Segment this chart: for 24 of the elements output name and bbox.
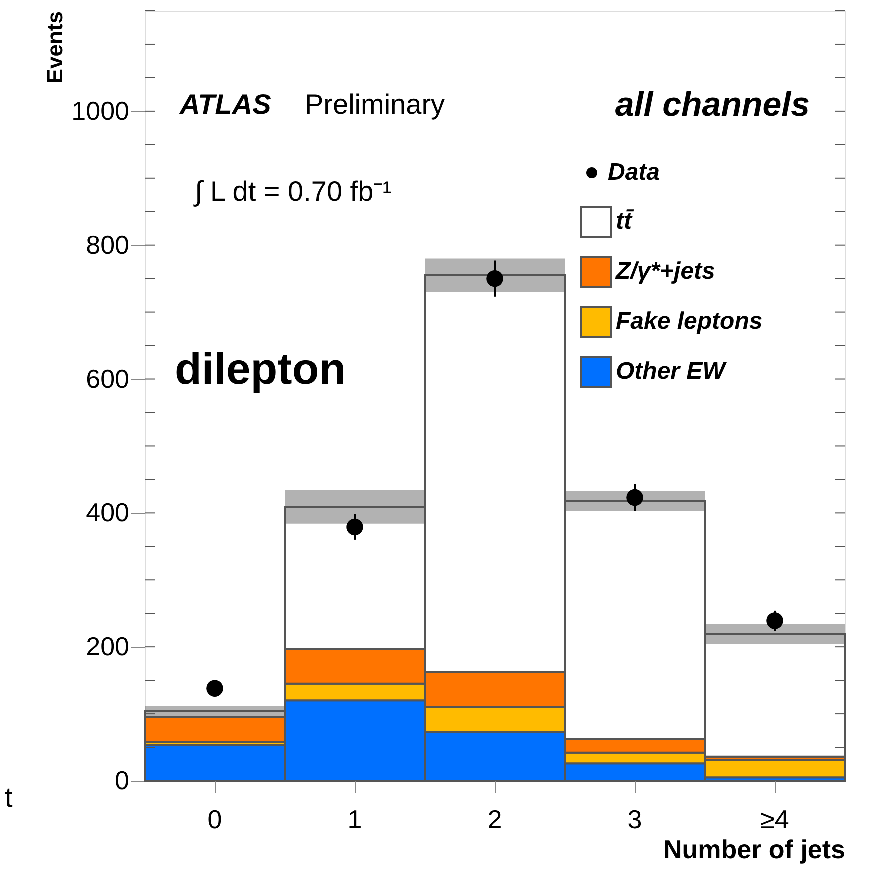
annotation: dilepton: [175, 345, 346, 394]
legend-label: Data: [608, 159, 660, 186]
x-tick-label: 3: [628, 804, 642, 834]
legend-label: Fake leptons: [616, 308, 763, 335]
legend-label: Other EW: [616, 358, 728, 385]
annotation: Preliminary: [305, 89, 446, 120]
annotation: all channels: [615, 86, 810, 124]
legend-label: Z/γ*+jets: [615, 258, 716, 285]
legend-label: tt̄: [616, 208, 634, 235]
y-tick-label: 0: [115, 766, 130, 796]
annotation: ATLAS: [179, 89, 272, 120]
x-axis-title: Number of jets: [663, 834, 846, 864]
y-tick-label: 200: [86, 632, 130, 662]
y-tick-label: 1000: [72, 96, 130, 126]
text: t: [5, 782, 13, 813]
y-tick-label: 800: [86, 230, 130, 260]
x-tick-label: 2: [488, 804, 502, 834]
x-tick-label: 0: [208, 804, 222, 834]
annotation: ∫ L dt = 0.70 fb⁻¹: [193, 176, 392, 207]
x-tick-label: 1: [348, 804, 362, 834]
y-tick-label: 600: [86, 364, 130, 394]
y-axis-title: Events: [42, 12, 68, 84]
x-tick-label: ≥4: [760, 804, 790, 834]
y-tick-label: 400: [86, 498, 130, 528]
